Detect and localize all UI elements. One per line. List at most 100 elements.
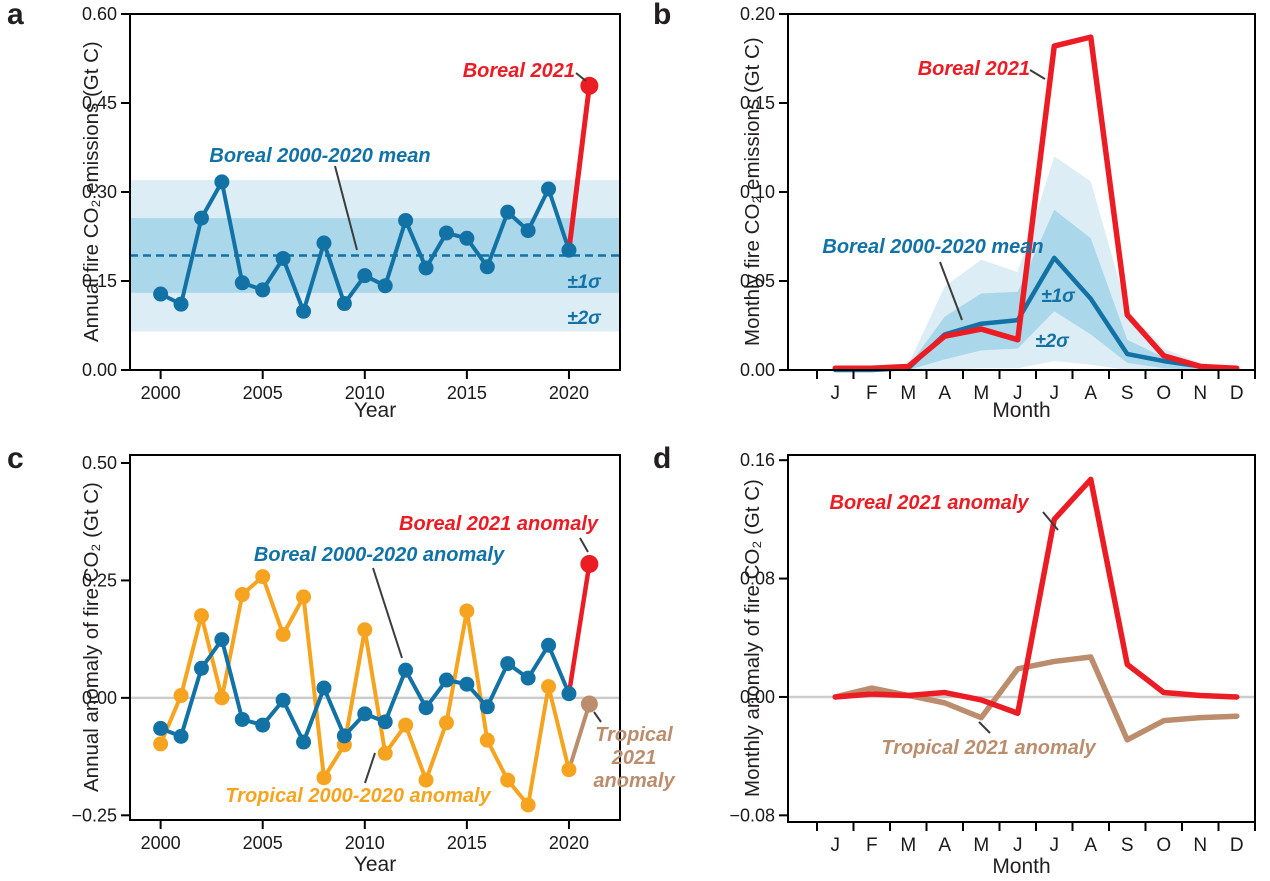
tropical-point xyxy=(500,772,516,788)
annotation-boreal-2021-anomaly: Boreal 2021 anomaly xyxy=(829,492,1029,514)
panel-b-plot: 0.00 0.05 0.10 0.15 0.20 J F M A M J J A S O N D xyxy=(740,4,1256,404)
boreal-point xyxy=(214,632,230,648)
boreal-point xyxy=(153,286,169,302)
x-tick-label: 2000 xyxy=(141,383,181,403)
boreal-point xyxy=(275,250,291,266)
annotation-boreal-2021: Boreal 2021 xyxy=(917,58,1030,80)
tropical-point xyxy=(275,626,291,642)
boreal-point xyxy=(459,676,475,692)
x-tick-label: D xyxy=(1230,383,1244,404)
x-tick-label: F xyxy=(866,383,878,404)
boreal-point xyxy=(357,268,373,284)
annotation-sigma2: ±2σ xyxy=(1035,331,1069,352)
x-tick-label: J xyxy=(1050,383,1060,404)
tropical-point xyxy=(357,622,373,638)
boreal-point xyxy=(234,275,250,291)
boreal-point xyxy=(398,662,414,678)
panel-d-x-axis-title: Month xyxy=(992,855,1051,878)
panel-letter-c: c xyxy=(7,442,24,475)
annotation-leader-line xyxy=(579,537,589,553)
panel-d-plot: −0.08 0.00 0.08 0.16 J F M A M J J A S O N D xyxy=(729,450,1256,856)
boreal-point xyxy=(316,235,332,251)
y-tick-label: 0.16 xyxy=(740,450,775,470)
boreal-point xyxy=(193,660,209,676)
annotation-boreal-mean: Boreal 2000-2020 mean xyxy=(209,145,431,167)
y-tick-label: 0.00 xyxy=(740,687,775,707)
panel-a-y-axis-title: Annual fire CO₂ emissions (Gt C) xyxy=(80,41,103,343)
boreal-point xyxy=(561,242,577,258)
annotation-leader-line xyxy=(593,711,602,723)
plot-border xyxy=(129,454,621,821)
boreal-point xyxy=(336,296,352,312)
panel-c-plot: −0.25 0.00 0.25 0.50 2000 2005 2010 2015 2020 xyxy=(71,453,621,853)
boreal-point xyxy=(357,706,373,722)
tropical-2021-line xyxy=(566,701,592,772)
boreal-point xyxy=(541,181,557,197)
boreal-point xyxy=(255,717,271,733)
annotation-boreal-mean: Boreal 2000-2020 mean xyxy=(822,236,1044,258)
annotation-sigma1: ±1σ xyxy=(567,272,601,293)
annotation-leader-line xyxy=(1029,69,1046,80)
x-tick-label: 2020 xyxy=(549,383,589,403)
x-tick-label: 2015 xyxy=(447,383,487,403)
tropical-point xyxy=(541,679,557,695)
annotation-leader-line xyxy=(575,72,587,82)
x-tick-label: M xyxy=(900,835,916,856)
annotation-leader-line xyxy=(372,567,403,659)
y-tick-label: 0.30 xyxy=(82,182,117,202)
y-tick-label: −0.08 xyxy=(729,805,775,825)
boreal-point xyxy=(438,225,454,241)
y-tick-label: 0.15 xyxy=(82,271,117,291)
panel-a-x-axis-title: Year xyxy=(353,399,397,422)
boreal-2021-point xyxy=(580,554,599,573)
panel-d-y-axis-title: Monthly anomaly of fire CO₂ (Gt C) xyxy=(741,479,764,798)
boreal-point xyxy=(398,212,414,228)
tropical-point xyxy=(377,745,393,761)
annotation-sigma2: ±2σ xyxy=(567,308,601,329)
tropical-point xyxy=(561,762,577,778)
x-tick-label: J xyxy=(1013,383,1023,404)
boreal-point xyxy=(336,728,352,744)
boreal-point xyxy=(500,656,516,672)
y-tick-label: 0.50 xyxy=(82,453,117,473)
tropical-point xyxy=(316,770,332,786)
tropical-point xyxy=(398,717,414,733)
tropical-point xyxy=(418,772,434,788)
boreal-point xyxy=(173,296,189,312)
panel-a-plot: 0.00 0.15 0.30 0.45 0.60 2000 2005 2010 2015 2020 xyxy=(82,4,621,403)
boreal-point xyxy=(296,734,312,750)
x-tick-label: J xyxy=(831,383,841,404)
y-tick-label: 0.00 xyxy=(82,360,117,380)
tropical-point xyxy=(173,688,189,704)
annotation-tropical-anomaly: Tropical 2000-2020 anomaly xyxy=(225,785,491,807)
y-tick-label: −0.25 xyxy=(71,805,117,825)
panel-c: −0.25 0.00 0.25 0.50 2000 2005 2010 2015 2020 c … xyxy=(0,440,675,881)
boreal-point xyxy=(377,714,393,730)
boreal-2021-line xyxy=(566,561,592,696)
panel-a: 0.00 0.15 0.30 0.45 0.60 2000 2005 2010 2015 2020… xyxy=(0,0,645,440)
panel-letter-b: b xyxy=(653,0,672,31)
tropical-point xyxy=(255,569,271,585)
tropical-point xyxy=(153,736,169,752)
x-tick-label: F xyxy=(866,835,878,856)
x-tick-label: J xyxy=(1013,835,1023,856)
x-tick-label: N xyxy=(1193,383,1207,404)
boreal-point xyxy=(438,672,454,688)
boreal-2021-line xyxy=(832,34,1240,371)
tropical-point xyxy=(234,587,250,603)
panel-d: −0.08 0.00 0.08 0.16 J F M A M J J A S O N D d Monthly … xyxy=(645,440,1270,881)
boreal-point xyxy=(234,711,250,727)
boreal-point xyxy=(255,282,271,298)
y-tick-label: 0.60 xyxy=(82,4,117,24)
annotation-leader-line xyxy=(334,165,358,251)
panel-b-y-axis-title: Monthly fire CO₂ emissions (Gt C) xyxy=(741,37,764,347)
boreal-point xyxy=(500,204,516,220)
panel-c-y-axis-title: Annual anomaly of fire CO₂ (Gt C) xyxy=(80,482,103,793)
x-tick-label: 2010 xyxy=(345,383,385,403)
panel-c-x-axis-title: Year xyxy=(353,853,397,876)
x-tick-label: J xyxy=(831,835,841,856)
annotation-tropical-2021-line2: 2021 xyxy=(611,747,657,769)
y-tick-label: 0.05 xyxy=(740,271,775,291)
x-tick-label: J xyxy=(1050,835,1060,856)
